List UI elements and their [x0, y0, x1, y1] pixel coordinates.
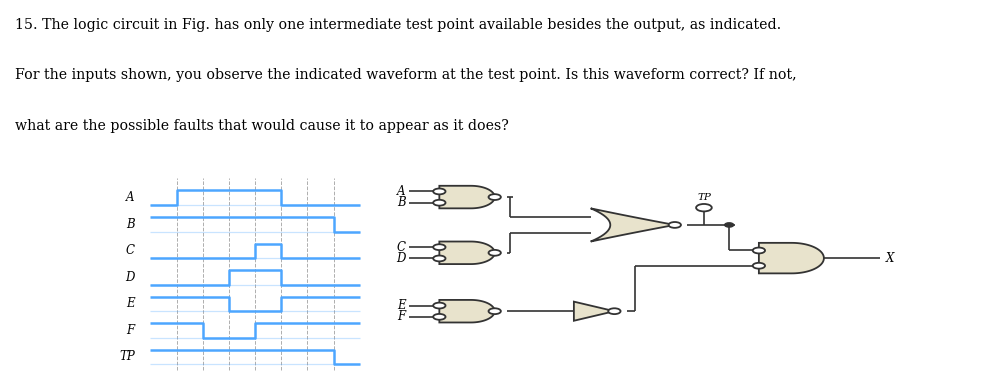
Text: F: F	[127, 324, 134, 337]
Text: A: A	[397, 185, 406, 198]
Text: TP: TP	[119, 350, 134, 364]
Text: A: A	[127, 191, 134, 204]
Polygon shape	[574, 302, 614, 321]
Text: For the inputs shown, you observe the indicated waveform at the test point. Is t: For the inputs shown, you observe the in…	[15, 68, 797, 82]
Polygon shape	[439, 241, 494, 264]
Text: X: X	[886, 252, 894, 265]
Circle shape	[669, 222, 681, 228]
Text: 15. The logic circuit in Fig. has only one intermediate test point available bes: 15. The logic circuit in Fig. has only o…	[15, 18, 781, 32]
Circle shape	[434, 314, 445, 320]
Text: C: C	[126, 244, 134, 257]
Text: E: E	[127, 297, 134, 311]
Circle shape	[725, 223, 734, 227]
Polygon shape	[759, 243, 824, 273]
Text: D: D	[396, 252, 406, 265]
Circle shape	[434, 188, 445, 194]
Circle shape	[752, 263, 765, 269]
Circle shape	[489, 194, 501, 200]
Circle shape	[434, 200, 445, 206]
Text: C: C	[396, 241, 406, 254]
Text: E: E	[397, 299, 406, 312]
Text: TP: TP	[697, 193, 711, 202]
Text: B: B	[127, 218, 134, 231]
Circle shape	[434, 244, 445, 250]
Circle shape	[489, 250, 501, 256]
Text: B: B	[397, 196, 406, 209]
Circle shape	[489, 308, 501, 314]
Circle shape	[434, 303, 445, 308]
Polygon shape	[591, 208, 675, 241]
Circle shape	[608, 308, 621, 314]
Text: D: D	[126, 271, 134, 284]
Text: F: F	[397, 310, 406, 323]
Circle shape	[697, 204, 712, 211]
Polygon shape	[439, 186, 494, 208]
Circle shape	[434, 256, 445, 261]
Text: what are the possible faults that would cause it to appear as it does?: what are the possible faults that would …	[15, 118, 508, 132]
Polygon shape	[439, 300, 494, 323]
Circle shape	[752, 247, 765, 253]
